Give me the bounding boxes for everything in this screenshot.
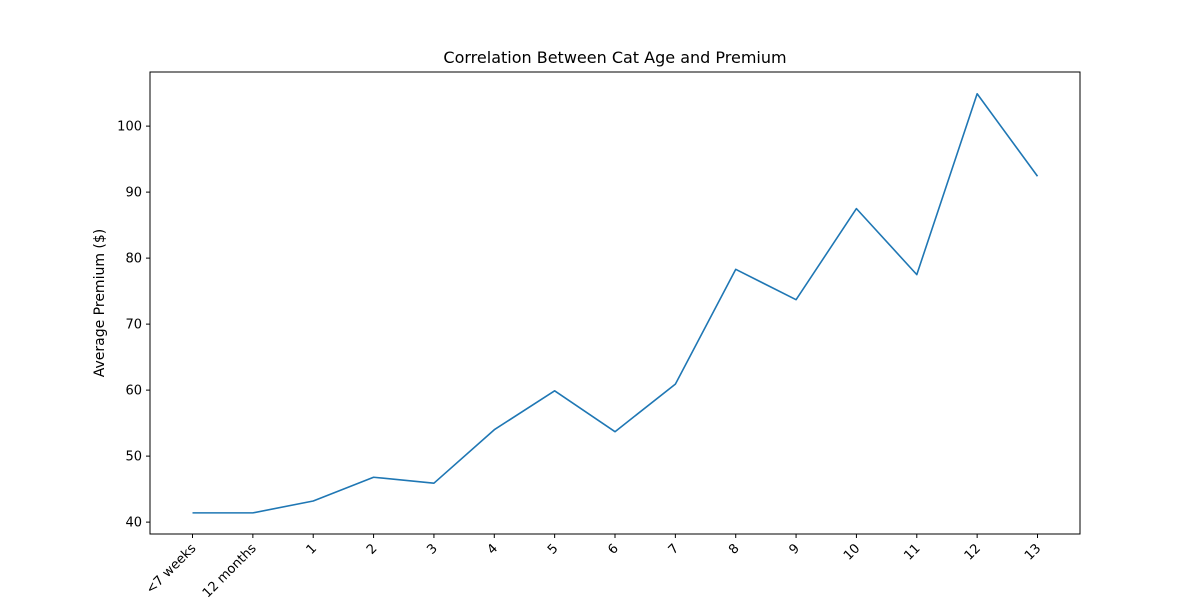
series-line bbox=[192, 92, 1039, 514]
y-tick-label: 90 bbox=[125, 186, 142, 201]
x-tick-label: 8 bbox=[726, 541, 742, 557]
x-tick-label: 7 bbox=[666, 541, 682, 557]
x-axis-ticks: <7 weeks 12 months 1 2 3 4 5 6 7 8 9 10 11 12 13 bbox=[143, 534, 1044, 600]
plot-area-frame bbox=[149, 71, 1081, 535]
y-axis-ticks: 40 50 60 70 80 90 100 bbox=[117, 120, 150, 531]
y-tick-label: 40 bbox=[125, 516, 142, 531]
series-layer bbox=[192, 92, 1039, 514]
x-tick-label: 11 bbox=[901, 541, 923, 563]
x-tick-label: 2 bbox=[364, 541, 380, 557]
x-tick-label: 4 bbox=[485, 541, 501, 557]
y-tick-label: 70 bbox=[125, 318, 142, 333]
y-tick-label: 80 bbox=[125, 252, 142, 267]
x-tick-label: 5 bbox=[545, 541, 561, 557]
x-tick-label: 12 months bbox=[200, 541, 260, 600]
x-tick-label: 10 bbox=[841, 541, 863, 563]
x-tick-label: 12 bbox=[962, 541, 984, 563]
x-tick-label: 6 bbox=[605, 541, 621, 557]
y-tick-label: 60 bbox=[125, 384, 142, 399]
x-tick-label: 3 bbox=[424, 541, 440, 557]
y-tick-label: 50 bbox=[125, 450, 142, 465]
chart-title: Correlation Between Cat Age and Premium bbox=[443, 48, 786, 67]
x-tick-label: 9 bbox=[786, 541, 802, 557]
y-axis-title: Average Premium ($) bbox=[92, 229, 108, 378]
x-tick-label: <7 weeks bbox=[143, 541, 199, 597]
y-tick-label: 100 bbox=[117, 120, 142, 135]
x-tick-label: 13 bbox=[1022, 541, 1044, 563]
x-tick-label: 1 bbox=[304, 541, 320, 557]
